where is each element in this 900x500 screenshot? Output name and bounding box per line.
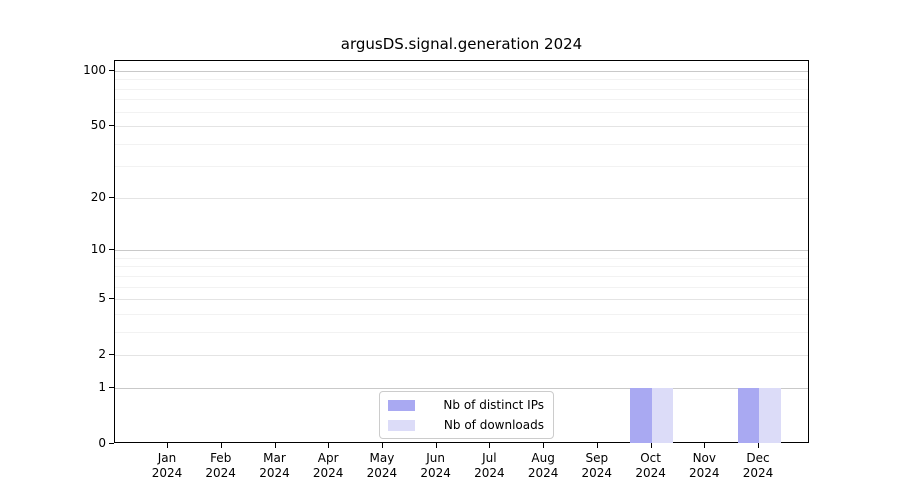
legend-swatch-distinct-ips-icon — [388, 399, 415, 411]
gridline — [115, 331, 808, 333]
y-tick-label: 10 — [90, 242, 106, 257]
y-tick-mark — [109, 249, 114, 251]
x-tick-mark — [381, 443, 383, 448]
y-tick-label: 50 — [90, 118, 106, 132]
x-tick-label: Sep 2024 — [581, 451, 613, 480]
legend-label-distinct-ips: Nb of distinct IPs — [443, 398, 544, 412]
y-tick-mark — [109, 386, 114, 388]
x-tick-mark — [274, 443, 276, 448]
gridline — [115, 143, 808, 145]
y-tick-label: 5 — [98, 291, 106, 306]
legend-item-downloads: Nb of downloads — [388, 418, 544, 432]
gridline — [115, 266, 808, 268]
x-tick-mark — [220, 443, 222, 448]
gridline — [115, 387, 808, 389]
x-tick-label: Dec 2024 — [742, 451, 774, 480]
x-tick-label: Oct 2024 — [635, 451, 666, 480]
gridline — [115, 126, 808, 127]
y-tick-mark — [109, 298, 114, 300]
x-tick-label: Jan 2024 — [151, 451, 183, 480]
gridline — [115, 166, 808, 168]
gridline — [115, 250, 808, 252]
y-tick-mark — [109, 125, 114, 126]
gridline — [115, 197, 808, 199]
x-tick-label: May 2024 — [366, 451, 398, 480]
gridline — [115, 257, 808, 259]
gridline — [115, 275, 808, 277]
gridline — [115, 313, 808, 315]
x-tick-mark — [167, 443, 168, 448]
x-tick-label: Apr 2024 — [312, 451, 344, 480]
y-tick-mark — [109, 443, 114, 444]
bar-nb-of-distinct-ips-oct-2024 — [630, 387, 652, 443]
x-tick-label: Nov 2024 — [689, 451, 720, 480]
bar-nb-of-downloads-oct-2024 — [651, 387, 674, 443]
x-tick-label: Mar 2024 — [259, 451, 290, 480]
x-tick-mark — [435, 443, 437, 448]
x-tick-label: Aug 2024 — [527, 451, 559, 480]
x-tick-mark — [596, 443, 598, 448]
x-tick-label: Jun 2024 — [420, 451, 451, 480]
legend-item-distinct-ips: Nb of distinct IPs — [388, 398, 544, 412]
x-tick-label: Jul 2024 — [474, 451, 505, 480]
legend-label-downloads: Nb of downloads — [443, 418, 544, 432]
legend-swatch-downloads-icon — [388, 419, 415, 431]
y-tick-label: 20 — [90, 189, 106, 204]
legend: Nb of distinct IPs Nb of downloads — [379, 391, 554, 439]
gridline — [115, 299, 808, 301]
gridline — [115, 79, 808, 81]
bar-nb-of-distinct-ips-dec-2024 — [737, 387, 759, 443]
plot-area: Nb of distinct IPs Nb of downloads — [114, 60, 809, 443]
gridline — [115, 111, 808, 113]
bar-nb-of-downloads-dec-2024 — [759, 387, 781, 443]
x-tick-mark — [328, 443, 330, 448]
y-tick-label: 100 — [83, 62, 106, 77]
x-tick-mark — [489, 443, 491, 448]
gridline — [115, 88, 808, 90]
y-tick-mark — [109, 69, 114, 71]
chart-title: argusDS.signal.generation 2024 — [340, 35, 583, 53]
gridline — [115, 355, 808, 357]
y-tick-mark — [109, 354, 114, 356]
x-tick-label: Feb 2024 — [205, 451, 236, 480]
y-tick-label: 2 — [98, 347, 106, 362]
x-tick-mark — [543, 443, 545, 448]
gridline — [115, 286, 808, 288]
x-tick-mark — [704, 443, 706, 448]
gridline — [115, 70, 808, 72]
y-tick-mark — [109, 196, 114, 198]
x-tick-mark — [650, 443, 652, 448]
gridline — [115, 99, 808, 101]
y-tick-label: 0 — [98, 436, 106, 450]
x-tick-mark — [758, 443, 759, 448]
y-tick-label: 1 — [98, 379, 106, 394]
